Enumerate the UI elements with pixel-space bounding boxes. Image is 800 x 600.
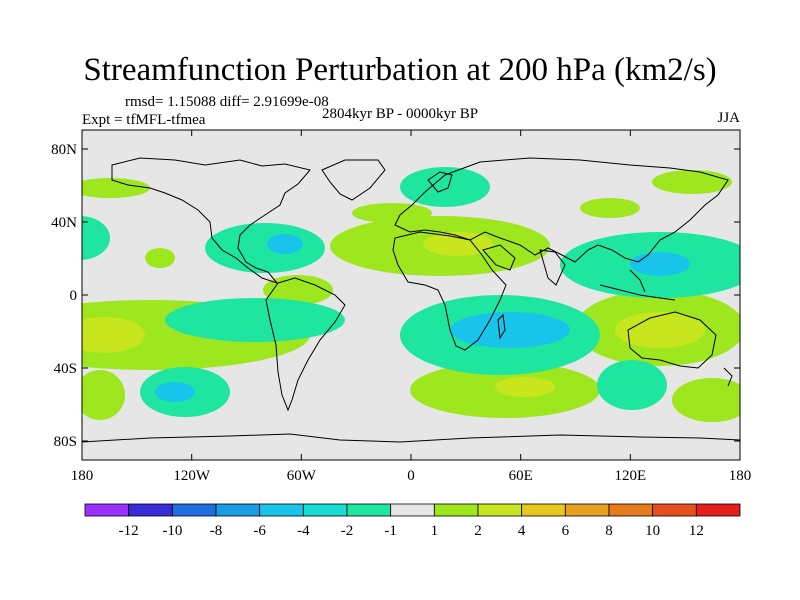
anomaly-contours	[82, 167, 740, 422]
season-label: JJA	[717, 110, 740, 126]
colorbar-swatch	[128, 503, 173, 517]
colorbar-swatch	[433, 503, 479, 517]
colorbar-label: 6	[562, 523, 570, 539]
colorbar-label: -8	[210, 523, 223, 539]
colorbar-swatch	[215, 503, 261, 517]
colorbar-swatch	[477, 503, 523, 517]
lat-label-40n: 40N	[51, 215, 77, 231]
colorbar-swatch	[346, 503, 392, 517]
colorbar-swatch	[564, 503, 610, 517]
colorbar-label: 1	[431, 523, 439, 539]
colorbar-swatch	[171, 503, 217, 517]
colorbar-swatch	[652, 503, 697, 517]
colorbar-swatch	[390, 503, 435, 517]
colorbar-swatch	[695, 503, 741, 517]
lon-label-120w: 120W	[173, 468, 211, 484]
colorbar-label: 4	[518, 523, 526, 539]
colorbar-label: -2	[341, 523, 354, 539]
colorbar: -12 -10 -8 -6 -4 -2 -1 1 2 4 6 8 10 12	[84, 503, 741, 539]
colorbar-swatch	[608, 503, 654, 517]
colorbar-swatch	[84, 503, 130, 517]
colorbar-swatch	[521, 503, 566, 517]
colorbar-label: -4	[297, 523, 310, 539]
colorbar-label: 12	[689, 523, 704, 539]
lon-label-180w: 180	[71, 468, 94, 484]
lat-label-80s: 80S	[54, 434, 77, 450]
lon-label-180e: 180	[729, 468, 752, 484]
lat-label-40s: 40S	[54, 361, 77, 377]
lat-label-0: 0	[70, 288, 78, 304]
colorbar-label: 8	[605, 523, 613, 539]
colorbar-label: 10	[645, 523, 660, 539]
stats-label: rmsd= 1.15088 diff= 2.91699e-08	[125, 94, 329, 110]
lon-label-120e: 120E	[614, 468, 646, 484]
period-label: 2804kyr BP - 0000kyr BP	[322, 106, 479, 122]
colorbar-label: 2	[474, 523, 482, 539]
lat-ticks	[82, 148, 740, 442]
colorbar-swatch	[302, 503, 348, 517]
colorbar-label: -10	[162, 523, 182, 539]
figure-title: Streamfunction Perturbation at 200 hPa (…	[83, 52, 717, 88]
lat-label-80n: 80N	[51, 142, 77, 158]
colorbar-label: -12	[119, 523, 139, 539]
coastlines	[82, 157, 740, 443]
colorbar-swatch	[259, 503, 304, 517]
lon-label-60e: 60E	[509, 468, 533, 484]
experiment-label: Expt = tfMFL-tfmea	[82, 112, 206, 128]
colorbar-label: -1	[384, 523, 397, 539]
lon-label-0: 0	[407, 468, 415, 484]
lon-ticks	[81, 130, 741, 460]
lon-label-60w: 60W	[287, 468, 317, 484]
colorbar-label: -6	[253, 523, 266, 539]
